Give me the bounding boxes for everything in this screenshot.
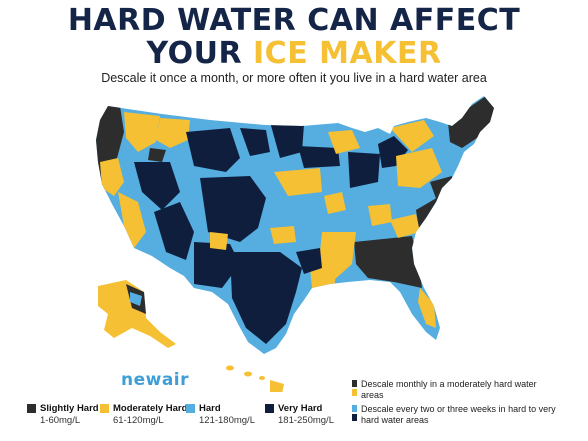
legend-range: 121-180mg/L <box>199 415 255 426</box>
note-swatches <box>352 405 357 423</box>
subtitle: Descale it once a month, or more often i… <box>101 71 487 85</box>
legend-swatch <box>265 404 274 413</box>
headline-prefix: YOUR <box>146 36 254 71</box>
headline-line-2: YOUR ICE MAKER <box>0 37 588 71</box>
legend-range: 1-60mg/L <box>40 415 81 426</box>
legend-range: 61-120mg/L <box>113 415 164 426</box>
us-hardness-map <box>96 96 494 392</box>
alaska <box>98 280 176 348</box>
moderately-hard-swatch <box>352 389 357 396</box>
headline-highlight: ICE MAKER <box>253 36 442 71</box>
legend-name: Hard <box>199 403 221 414</box>
note-swatches <box>352 380 357 398</box>
legend-swatch <box>27 404 36 413</box>
legend-swatch <box>186 404 195 413</box>
legend-name: Slightly Hard <box>40 403 99 414</box>
hawaii <box>226 365 284 392</box>
legend-swatch <box>100 404 109 413</box>
legend-range: 181-250mg/L <box>278 415 334 426</box>
legend-name: Very Hard <box>278 403 323 414</box>
hard-swatch <box>352 405 357 412</box>
hardness-regions <box>96 96 494 344</box>
newair-logo: newair <box>121 370 190 390</box>
legend-name: Moderately Hard <box>113 403 188 414</box>
headline-line-1: HARD WATER CAN AFFECT <box>67 3 521 38</box>
very-hard-swatch <box>352 414 357 421</box>
note-text: Descale monthly in a moderately hard wat… <box>361 379 537 400</box>
note-text: Descale every two or three weeks in hard… <box>361 404 556 425</box>
slightly-hard-swatch <box>352 380 357 387</box>
